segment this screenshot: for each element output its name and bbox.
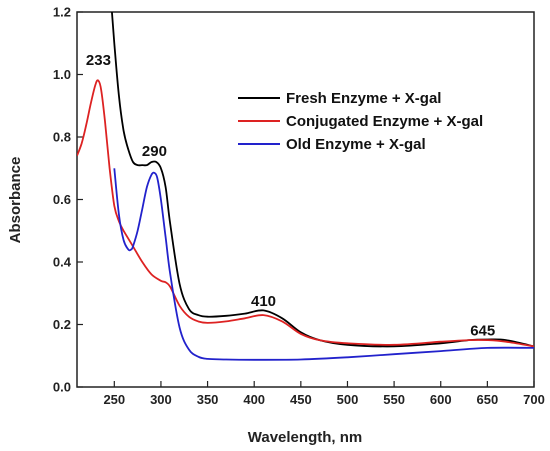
x-axis-ticks: 250 300 350 400 450 500 550 600 650 700	[103, 381, 545, 407]
plot-frame	[76, 11, 535, 388]
y-tick-label: 1.2	[53, 5, 71, 20]
y-tick-label: 1.0	[53, 67, 71, 82]
peak-label: 290	[142, 143, 167, 160]
x-tick-label: 300	[150, 392, 172, 407]
peak-annotations: 233 290 410 645	[86, 52, 495, 339]
peak-label: 410	[251, 293, 276, 310]
peak-label: 645	[470, 322, 495, 339]
x-tick-label: 550	[383, 392, 405, 407]
y-tick-label: 0.4	[53, 255, 72, 270]
y-tick-label: 0.6	[53, 192, 71, 207]
series-line-0	[111, 12, 534, 348]
x-tick-label: 600	[430, 392, 452, 407]
x-tick-label: 400	[243, 392, 265, 407]
legend-label: Old Enzyme + X-gal	[286, 136, 426, 153]
y-axis-ticks: 0.0 0.2 0.4 0.6 0.8 1.0 1.2	[53, 5, 83, 395]
y-tick-label: 0.8	[53, 130, 71, 145]
series-layer	[77, 12, 534, 361]
y-tick-label: 0.2	[53, 317, 71, 332]
series-line-2	[113, 168, 534, 361]
series-line-1	[77, 79, 534, 348]
peak-label: 233	[86, 52, 111, 69]
x-tick-label: 350	[197, 392, 219, 407]
legend-label: Conjugated Enzyme + X-gal	[286, 113, 483, 130]
y-axis-title: Absorbance	[7, 157, 24, 244]
x-tick-label: 700	[523, 392, 545, 407]
x-tick-label: 500	[337, 392, 359, 407]
x-tick-label: 650	[477, 392, 499, 407]
x-axis-title: Wavelength, nm	[248, 429, 362, 446]
x-tick-label: 250	[103, 392, 125, 407]
legend: Fresh Enzyme + X-gal Conjugated Enzyme + …	[238, 90, 483, 153]
x-tick-label: 450	[290, 392, 312, 407]
y-tick-label: 0.0	[53, 380, 71, 395]
legend-label: Fresh Enzyme + X-gal	[286, 90, 441, 107]
